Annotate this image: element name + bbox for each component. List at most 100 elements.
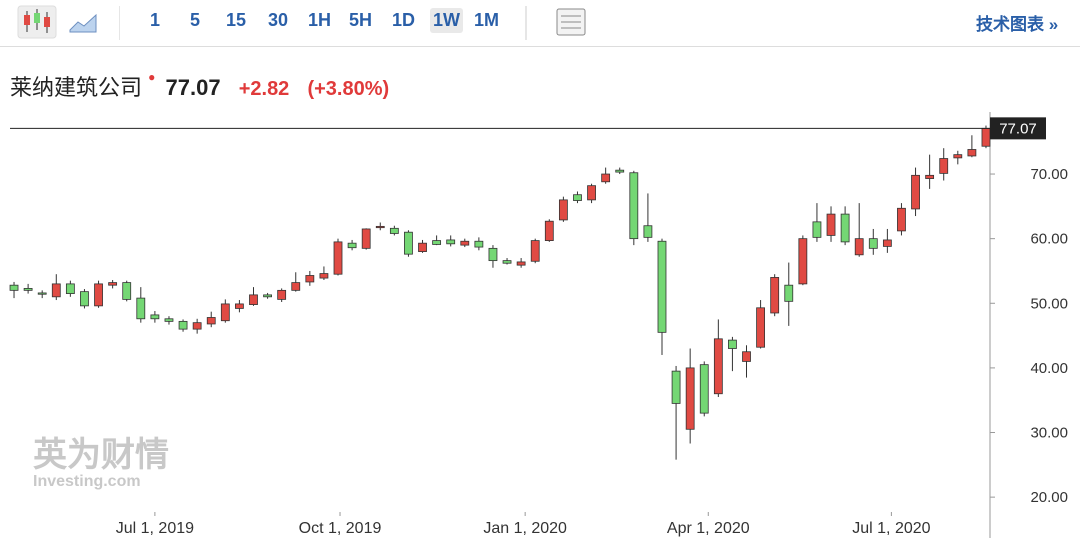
chart-type-icons (17, 5, 120, 40)
candle-body (9, 284, 19, 291)
candle-body (474, 240, 484, 248)
x-tick-label: Jan 1, 2020 (483, 520, 567, 537)
candle-body (488, 247, 498, 262)
candle-body (657, 240, 667, 333)
candle-body (502, 260, 512, 264)
y-tick-label: 50.00 (1030, 295, 1068, 312)
candle-body (108, 282, 118, 286)
toolbar: 1 5 15 30 1H 5H 1D 1W 1M 技术图表 » (0, 0, 1080, 47)
candle-body (530, 240, 540, 262)
candle-icon-green[interactable] (34, 13, 40, 23)
candle-body (601, 173, 611, 183)
candle-body (220, 303, 230, 322)
y-tick-label: 40.00 (1030, 360, 1068, 377)
interval-button[interactable]: 30 (268, 10, 289, 30)
interval-button[interactable]: 1D (392, 10, 416, 30)
candle-body (446, 239, 456, 245)
last-price-box (990, 117, 1046, 140)
candle-body (404, 231, 413, 255)
interval-button[interactable]: 5 (190, 10, 201, 30)
up-arrow: ● (148, 70, 156, 84)
interval-button[interactable]: 1M (474, 10, 500, 30)
candle-body (573, 194, 582, 201)
candle-body (291, 282, 301, 291)
y-tick-label: 60.00 (1030, 231, 1068, 248)
candle-body (249, 294, 258, 305)
quote-header: 莱纳建筑公司 ● 77.07 +2.82 (+3.80%) (10, 70, 389, 102)
candle-body (911, 174, 920, 210)
candle-body (178, 320, 188, 330)
layout-icon[interactable] (552, 0, 592, 46)
candle-body (319, 273, 329, 279)
x-tick-label: Jul 1, 2020 (852, 520, 930, 537)
candle-body (375, 225, 385, 229)
candle-body (981, 127, 991, 147)
candle-body (868, 238, 878, 249)
interval-button[interactable]: 15 (226, 10, 247, 30)
candle-body (967, 149, 977, 157)
settings (525, 6, 527, 40)
candle-body (418, 242, 427, 252)
candle-body (235, 303, 244, 309)
candle-body (333, 241, 343, 275)
candle-body (784, 284, 794, 302)
interval-button[interactable]: 5H (349, 10, 373, 30)
candle-body (939, 158, 949, 174)
candle-body (587, 185, 596, 201)
watermark-en: Investing.com (33, 473, 141, 490)
x-tick-label: Jul 1, 2019 (116, 520, 194, 537)
candle-body (65, 283, 75, 294)
candle-body (770, 277, 780, 314)
area-icon[interactable] (69, 13, 97, 33)
candle-body (699, 364, 709, 414)
candle-body (558, 199, 568, 221)
y-tick-label: 20.00 (1030, 489, 1068, 506)
candle-body (94, 283, 103, 307)
candle-body (713, 338, 723, 395)
interval-button[interactable]: 1 (150, 10, 161, 30)
change-pct: (+3.80%) (307, 78, 390, 100)
candle-body (361, 228, 371, 249)
candle-body (840, 213, 850, 243)
candle-body (277, 289, 287, 300)
candle-body (671, 370, 681, 404)
candle-body (37, 292, 47, 295)
candle-body (897, 207, 906, 232)
candle-body (192, 322, 202, 330)
candle-body (516, 261, 526, 266)
candle-body (432, 240, 442, 245)
candle-body (164, 318, 174, 322)
candle-body (925, 174, 935, 179)
interval-button[interactable]: 1W (430, 8, 463, 33)
candle-body (826, 213, 836, 236)
candle-icon-red[interactable] (44, 17, 50, 27)
candle-body (882, 239, 892, 247)
change: +2.82 (238, 78, 290, 100)
candle-body (544, 220, 554, 241)
candle-body (854, 238, 864, 256)
candle-body (756, 307, 765, 348)
candle-body (206, 317, 216, 325)
candle-body (953, 154, 963, 159)
candle-body (136, 297, 146, 320)
candle-body (389, 227, 399, 234)
candle-body (742, 351, 751, 362)
candle-body (347, 242, 357, 249)
candle-body (23, 288, 33, 291)
interval-button[interactable]: 1H (308, 10, 332, 30)
candle-body (122, 282, 132, 300)
candle-body (460, 240, 470, 246)
candle-icon-red[interactable] (24, 15, 30, 25)
candle-body (643, 225, 653, 238)
candle-body (812, 221, 822, 238)
candle-body (263, 294, 272, 298)
candle-body (798, 238, 808, 285)
candle-body (728, 339, 737, 349)
price: 77.07 (165, 75, 221, 100)
y-tick-label: 30.00 (1030, 425, 1068, 442)
candle-body (51, 283, 61, 298)
watermark-cn: 英为财情 (33, 436, 169, 474)
tech-chart-link[interactable]: 技术图表 » (976, 15, 1059, 34)
candle-body (685, 367, 695, 430)
